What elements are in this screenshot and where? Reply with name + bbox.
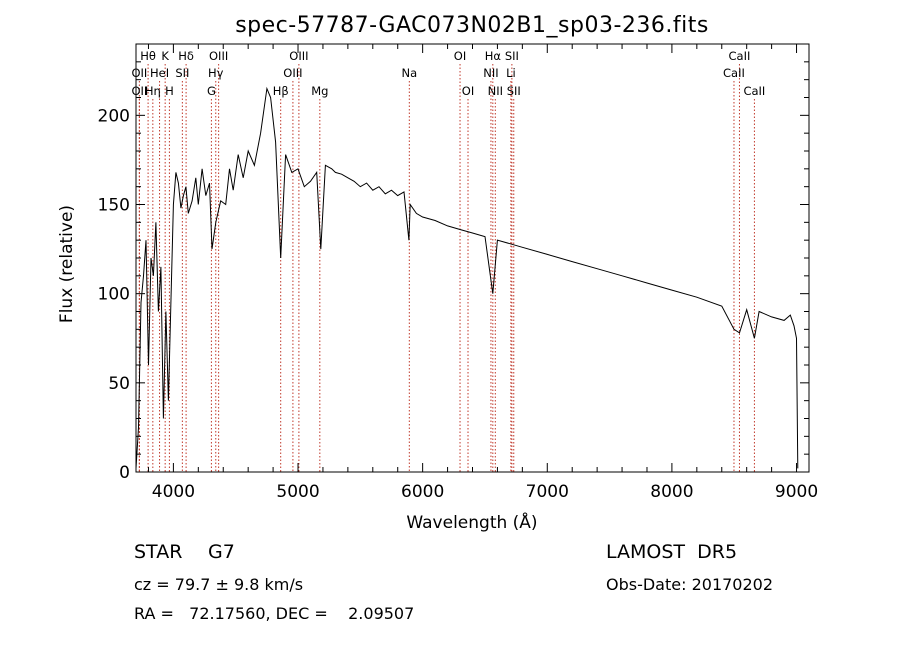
spectral-line-label: Hβ xyxy=(273,84,289,98)
coordinates: RA = 72.17560, DEC = 2.09507 xyxy=(134,604,414,623)
x-tick-label: 5000 xyxy=(276,482,319,502)
spectral-line-label: Hθ xyxy=(140,49,156,63)
spectral-line-label: Hδ xyxy=(178,49,194,63)
plot-frame xyxy=(135,43,810,473)
spectral-line-label: OIII xyxy=(209,49,228,63)
y-axis-label: Flux (relative) xyxy=(57,205,77,323)
y-tick-label: 50 xyxy=(108,374,130,394)
spectral-line-label: Mg xyxy=(311,84,328,98)
y-tick-label: 0 xyxy=(119,463,130,483)
y-tick-label: 100 xyxy=(98,285,130,305)
spectral-line-label: SII xyxy=(505,49,519,63)
spectral-line-label: OI xyxy=(462,84,474,98)
y-tick-label: 150 xyxy=(98,196,130,216)
x-tick-label: 8000 xyxy=(650,482,693,502)
spectral-line-label: G xyxy=(207,84,216,98)
x-tick-label: 7000 xyxy=(526,482,569,502)
redshift-info: cz = 79.7 ± 9.8 km/s xyxy=(134,575,303,594)
x-axis-ticks: 4000 5000 6000 7000 8000 9000 xyxy=(147,44,818,502)
object-subclass: G7 xyxy=(208,541,235,563)
spectral-line-label: OIII xyxy=(283,66,302,80)
spectral-line-label: OII xyxy=(131,84,147,98)
spectral-line-labels: Hθ OII OII K HeI Hη H Hδ SII OIII Hγ G Hβ OIII OIII Mg N… xyxy=(131,49,765,98)
spectral-line-label: SII xyxy=(507,84,521,98)
spectral-line-label: K xyxy=(161,49,169,63)
spectral-line-label: OI xyxy=(454,49,466,63)
obs-date: Obs-Date: 20170202 xyxy=(606,575,773,594)
spectral-line-label: NII xyxy=(483,66,498,80)
spectral-line-label: Hγ xyxy=(208,66,224,80)
spectral-line-label: CaII xyxy=(743,84,765,98)
y-tick-label: 200 xyxy=(98,106,130,126)
spectral-line-label: SII xyxy=(175,66,189,80)
object-class: STAR xyxy=(134,541,182,563)
chart-title: spec-57787-GAC073N02B1_sp03-236.fits xyxy=(235,13,709,38)
spectral-line-label: Hα xyxy=(485,49,502,63)
survey-name: LAMOST DR5 xyxy=(606,541,737,563)
spectral-line-label: OIII xyxy=(289,49,308,63)
spectrum-line xyxy=(135,86,799,469)
spectral-line-label: CaII xyxy=(723,66,745,80)
spectral-line-markers xyxy=(138,64,755,472)
x-tick-label: 9000 xyxy=(775,482,818,502)
spectral-line-label: NII xyxy=(488,84,503,98)
spectral-line-label: Na xyxy=(401,66,417,80)
spectral-line-label: HeI xyxy=(150,66,169,80)
spectral-line-label: CaII xyxy=(729,49,751,63)
spectral-line-label: Hη xyxy=(145,84,161,98)
x-tick-label: 4000 xyxy=(152,482,195,502)
x-axis-label: Wavelength (Å) xyxy=(406,511,537,533)
spectral-line-label: H xyxy=(165,84,174,98)
x-tick-label: 6000 xyxy=(401,482,444,502)
spectral-line-label: Li xyxy=(506,66,516,80)
y-axis-ticks: 0 50 100 150 200 xyxy=(98,43,809,483)
spectral-line-label: OII xyxy=(131,66,147,80)
